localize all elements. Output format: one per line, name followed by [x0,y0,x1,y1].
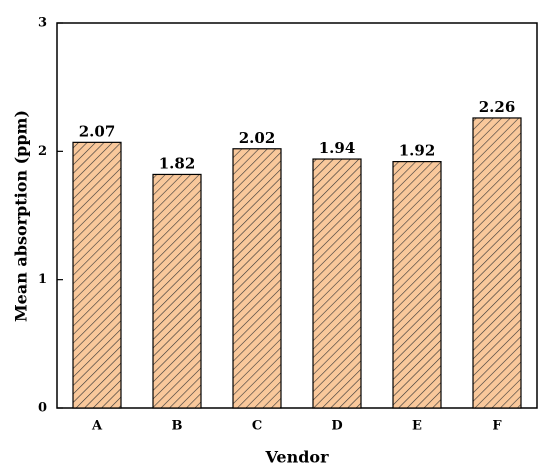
y-tick-label: 2 [38,144,47,159]
x-tick-label: C [252,419,262,434]
bar [392,161,442,409]
y-tick-label: 0 [38,401,47,416]
x-tick-label: A [91,419,103,434]
bar [472,117,522,409]
x-tick-label: E [412,419,422,434]
x-axis-title: Vendor [264,448,329,467]
x-tick-label: B [172,419,183,434]
y-tick-label: 1 [38,272,47,287]
y-tick-label: 3 [38,16,47,31]
x-tick-label: D [331,419,342,434]
value-label: 2.02 [239,129,276,147]
bar [312,158,362,409]
bar [152,173,202,409]
value-label: 1.94 [319,139,356,157]
value-label: 2.26 [479,98,516,116]
value-label: 1.92 [399,142,436,160]
x-tick-label: F [492,419,502,434]
value-label: 2.07 [79,122,116,140]
bar [232,148,282,409]
y-axis-title: Mean absorption (ppm) [12,110,31,322]
plot-frame [56,22,538,409]
bar [72,141,122,409]
value-label: 1.82 [159,154,196,172]
